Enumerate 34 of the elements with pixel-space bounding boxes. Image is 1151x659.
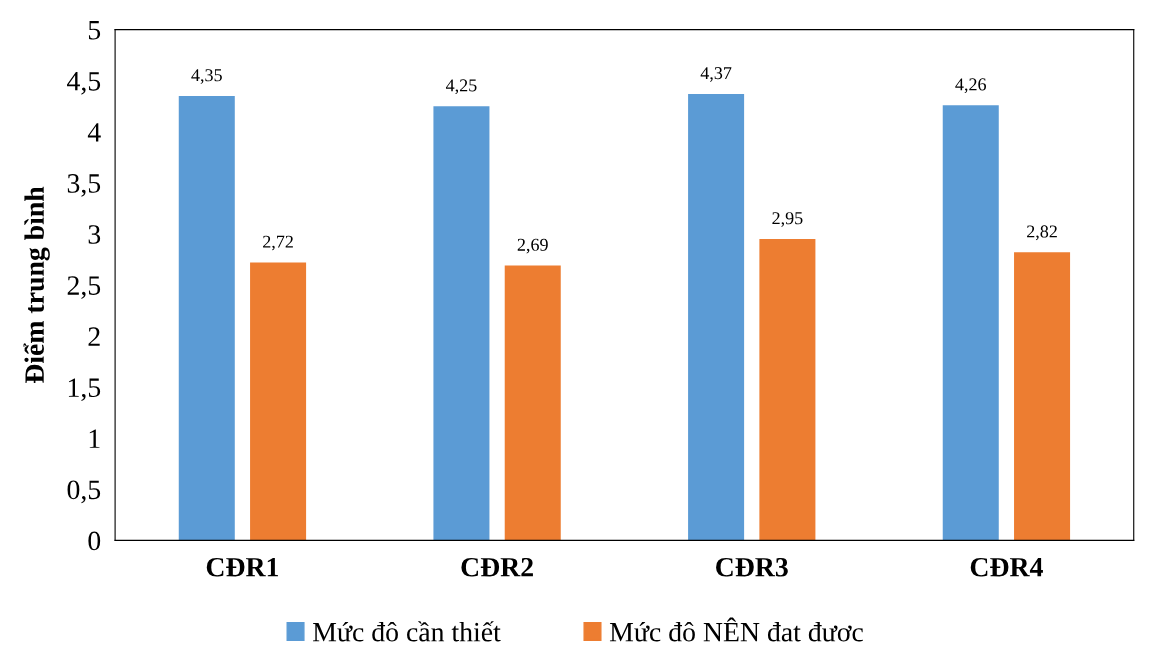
text: 2,95 xyxy=(772,212,803,227)
x-tick-label: CĐR1 xyxy=(206,557,279,577)
text: 4,37 xyxy=(700,67,732,82)
text: 4,25 xyxy=(445,79,477,95)
text: 4,35 xyxy=(191,69,222,84)
y-tick-label: 4,5 xyxy=(67,72,101,95)
y-tick-label: 0 xyxy=(88,531,101,551)
legend-label: Mức đô NÊN đat đươc xyxy=(609,617,863,642)
bar xyxy=(250,262,307,541)
bar xyxy=(178,96,235,541)
y-tick-label: 0,5 xyxy=(67,480,101,504)
legend-label: Mức đô cần thiết xyxy=(313,621,501,642)
bar xyxy=(759,239,816,541)
bar xyxy=(688,94,745,541)
y-tick-label: 2,5 xyxy=(67,276,101,299)
y-tick-label: 2 xyxy=(88,327,100,346)
text: 2,69 xyxy=(517,238,548,254)
text: 4,26 xyxy=(955,78,987,94)
y-tick-label: 4 xyxy=(87,123,101,142)
y-tick-label: 1,5 xyxy=(68,378,101,402)
text: 2,72 xyxy=(263,235,293,251)
y-tick-label: 1 xyxy=(89,429,100,448)
x-tick-label: CĐR4 xyxy=(970,557,1043,577)
y-tick-label: 5 xyxy=(88,21,101,40)
bar xyxy=(504,265,561,541)
y-axis-title: Điểm trung bình xyxy=(23,186,50,384)
bar xyxy=(1014,252,1071,541)
y-tick-label: 3 xyxy=(88,225,101,244)
bar xyxy=(433,106,490,541)
text: 2,82 xyxy=(1027,225,1057,241)
bar xyxy=(942,105,999,541)
y-tick-label: 3,5 xyxy=(67,174,101,197)
x-tick-label: CĐR2 xyxy=(461,557,533,577)
x-tick-label: CĐR3 xyxy=(716,557,788,577)
